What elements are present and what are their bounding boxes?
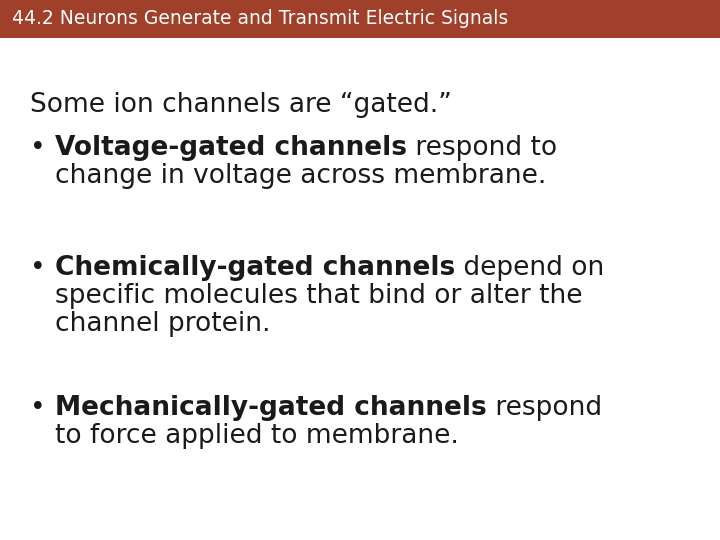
Text: •: • [30, 255, 46, 281]
Text: channel protein.: channel protein. [55, 311, 271, 337]
Bar [0, 0, 720, 38]
Text: 44.2 Neurons Generate and Transmit Electric Signals: 44.2 Neurons Generate and Transmit Elect… [12, 10, 508, 29]
Text: •: • [30, 135, 46, 161]
Text: Some ion channels are “gated.”: Some ion channels are “gated.” [30, 92, 452, 118]
Text: respond to: respond to [407, 135, 557, 161]
Text: Voltage-gated channels: Voltage-gated channels [55, 135, 407, 161]
Text: change in voltage across membrane.: change in voltage across membrane. [55, 163, 546, 189]
Text: depend on: depend on [455, 255, 605, 281]
Text: •: • [30, 395, 46, 421]
Text: Mechanically-gated channels: Mechanically-gated channels [55, 395, 487, 421]
Text: respond: respond [487, 395, 602, 421]
Text: Chemically-gated channels: Chemically-gated channels [55, 255, 455, 281]
Text: specific molecules that bind or alter the: specific molecules that bind or alter th… [55, 283, 582, 309]
Text: to force applied to membrane.: to force applied to membrane. [55, 423, 459, 449]
